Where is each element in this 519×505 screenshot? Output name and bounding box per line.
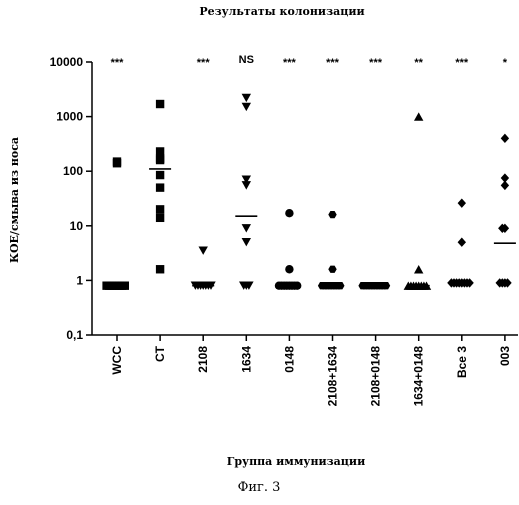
x-tick-label: Все 3 bbox=[455, 346, 469, 378]
significance-label: *** bbox=[197, 57, 211, 69]
data-point bbox=[285, 265, 293, 273]
data-point bbox=[242, 224, 251, 232]
y-tick-label: 1000 bbox=[56, 110, 83, 124]
data-point bbox=[156, 265, 164, 273]
significance-label: *** bbox=[111, 57, 125, 69]
y-axis-label: КОЕ/смыва из носа bbox=[8, 137, 21, 263]
significance-label: NS bbox=[239, 54, 254, 66]
y-tick-label: 0,1 bbox=[66, 328, 83, 342]
x-tick-label: 2108+1634 bbox=[326, 346, 340, 407]
x-tick-label: 0148 bbox=[282, 346, 296, 373]
significance-label: ** bbox=[414, 57, 423, 69]
significance-label: *** bbox=[369, 57, 383, 69]
data-point bbox=[458, 198, 466, 207]
median-lines bbox=[106, 169, 516, 286]
significance-label: *** bbox=[326, 57, 340, 69]
data-point bbox=[199, 246, 208, 254]
data-point bbox=[328, 211, 336, 218]
data-point bbox=[102, 281, 110, 289]
data-point bbox=[156, 171, 164, 179]
data-point bbox=[458, 238, 466, 247]
x-tick-label: 1634+0148 bbox=[412, 346, 426, 407]
data-point bbox=[156, 100, 164, 108]
data-point bbox=[242, 103, 251, 111]
y-tick-label: 100 bbox=[63, 164, 83, 178]
data-point bbox=[501, 134, 509, 143]
y-tick-label: 10 bbox=[70, 219, 84, 233]
x-axis-label: Группа иммунизации bbox=[227, 455, 366, 468]
data-point bbox=[275, 281, 283, 289]
data-point bbox=[156, 205, 164, 213]
y-tick-label: 10000 bbox=[50, 55, 84, 69]
y-tick-label: 1 bbox=[76, 273, 83, 287]
data-points bbox=[102, 94, 511, 290]
x-tick-label: 1634 bbox=[239, 346, 253, 373]
figure-caption: Фиг. 3 bbox=[238, 480, 281, 495]
data-point bbox=[242, 238, 251, 246]
data-point bbox=[242, 94, 251, 102]
x-tick-label: 003 bbox=[498, 346, 512, 366]
x-tick-label: WCC bbox=[110, 346, 124, 375]
data-point bbox=[414, 112, 423, 120]
x-ticks: WCC CT 2108 1634 0148 2108+1634 2108+0148 1634+… bbox=[110, 335, 512, 406]
data-point bbox=[242, 181, 251, 189]
x-tick-label: 2108+0148 bbox=[369, 346, 383, 407]
y-ticks: 0,1 1 10 100 1000 10000 bbox=[50, 55, 92, 342]
x-tick-label: CT bbox=[153, 345, 167, 362]
x-tick-label: 2108 bbox=[196, 346, 210, 373]
significance-label: * bbox=[503, 57, 508, 69]
significance-label: *** bbox=[283, 57, 297, 69]
data-point bbox=[113, 159, 121, 167]
significance-label: *** bbox=[455, 57, 469, 69]
data-point bbox=[414, 265, 423, 273]
data-point bbox=[501, 181, 509, 190]
chart-title: Результаты колонизации bbox=[199, 5, 364, 18]
data-point bbox=[293, 281, 301, 289]
significance-labels: ******NS*************** bbox=[111, 54, 508, 69]
data-point bbox=[328, 266, 336, 273]
data-point bbox=[156, 183, 164, 191]
data-point bbox=[156, 214, 164, 222]
data-point bbox=[156, 147, 164, 155]
data-point bbox=[285, 209, 293, 217]
data-point bbox=[121, 281, 129, 289]
data-point bbox=[156, 156, 164, 164]
